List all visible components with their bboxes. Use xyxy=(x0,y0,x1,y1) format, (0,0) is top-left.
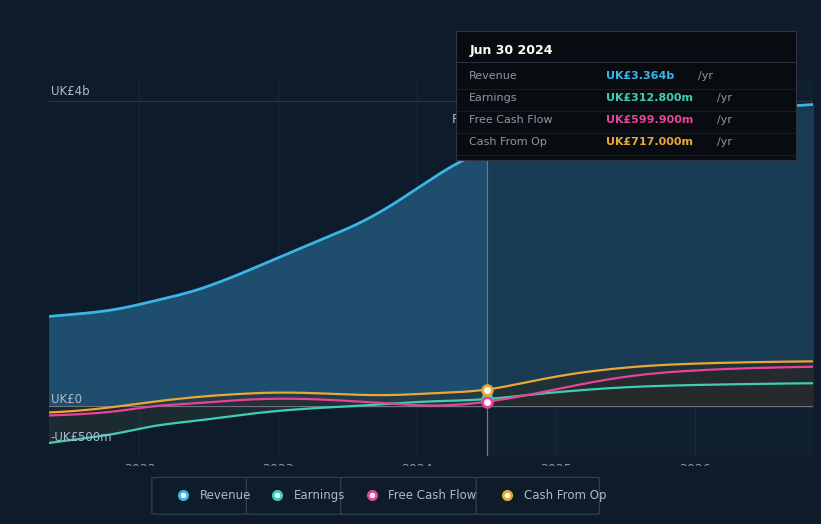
Text: Analysts Forecasts: Analysts Forecasts xyxy=(495,113,612,126)
Text: UK£599.900m: UK£599.900m xyxy=(606,115,693,125)
FancyBboxPatch shape xyxy=(476,477,599,514)
Text: Revenue: Revenue xyxy=(470,71,518,81)
Text: UK£0: UK£0 xyxy=(51,393,81,406)
FancyBboxPatch shape xyxy=(341,477,480,514)
Text: Earnings: Earnings xyxy=(470,93,518,103)
Text: Revenue: Revenue xyxy=(200,489,251,501)
Text: UK£3.364b: UK£3.364b xyxy=(606,71,674,81)
Text: /yr: /yr xyxy=(718,115,732,125)
Text: UK£312.800m: UK£312.800m xyxy=(606,93,693,103)
Bar xyxy=(487,79,813,456)
Text: Free Cash Flow: Free Cash Flow xyxy=(388,489,477,501)
Text: UK£717.000m: UK£717.000m xyxy=(606,137,693,147)
Text: -UK£500m: -UK£500m xyxy=(51,431,112,444)
Text: /yr: /yr xyxy=(698,71,713,81)
Text: Cash From Op: Cash From Op xyxy=(470,137,547,147)
FancyBboxPatch shape xyxy=(246,477,345,514)
Text: Jun 30 2024: Jun 30 2024 xyxy=(470,45,553,57)
Text: /yr: /yr xyxy=(718,93,732,103)
Text: Earnings: Earnings xyxy=(294,489,346,501)
Text: /yr: /yr xyxy=(718,137,732,147)
Text: Cash From Op: Cash From Op xyxy=(524,489,606,501)
FancyBboxPatch shape xyxy=(152,477,250,514)
Text: UK£4b: UK£4b xyxy=(51,85,89,97)
Text: Free Cash Flow: Free Cash Flow xyxy=(470,115,553,125)
Text: Past: Past xyxy=(452,113,478,126)
